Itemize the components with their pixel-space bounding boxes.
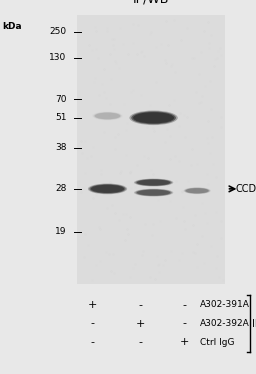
Text: -: - (139, 337, 143, 347)
Text: 28: 28 (55, 184, 67, 193)
Ellipse shape (95, 113, 120, 119)
Text: A302-392A: A302-392A (200, 319, 249, 328)
Bar (77, 15, 225, 284)
Text: 38: 38 (55, 143, 67, 152)
Ellipse shape (186, 188, 209, 193)
Text: IP: IP (252, 319, 256, 328)
Text: -: - (90, 319, 94, 328)
Ellipse shape (92, 111, 123, 120)
Text: CCDC28A: CCDC28A (236, 184, 256, 194)
Text: +: + (180, 337, 189, 347)
Ellipse shape (134, 189, 173, 196)
Text: -: - (139, 300, 143, 310)
Text: +: + (136, 319, 145, 328)
Text: 70: 70 (55, 95, 67, 104)
Text: +: + (88, 300, 97, 310)
Ellipse shape (137, 180, 170, 186)
Text: IP/WB: IP/WB (133, 0, 169, 6)
Ellipse shape (130, 111, 178, 125)
Text: 51: 51 (55, 113, 67, 122)
Text: -: - (182, 300, 186, 310)
Ellipse shape (91, 185, 124, 193)
Text: A302-391A: A302-391A (200, 300, 250, 309)
Ellipse shape (185, 188, 210, 194)
Text: 19: 19 (55, 227, 67, 236)
Ellipse shape (89, 184, 126, 194)
Text: -: - (182, 319, 186, 328)
Text: Ctrl IgG: Ctrl IgG (200, 338, 234, 347)
Ellipse shape (133, 112, 174, 123)
Ellipse shape (93, 112, 121, 120)
Ellipse shape (88, 184, 127, 194)
Ellipse shape (184, 187, 211, 194)
Ellipse shape (135, 179, 172, 186)
Ellipse shape (131, 111, 176, 124)
Text: kDa: kDa (3, 22, 22, 31)
Text: 250: 250 (49, 27, 67, 36)
Text: -: - (90, 337, 94, 347)
Text: 130: 130 (49, 53, 67, 62)
Ellipse shape (134, 179, 173, 186)
Ellipse shape (135, 189, 172, 196)
Ellipse shape (137, 190, 170, 196)
